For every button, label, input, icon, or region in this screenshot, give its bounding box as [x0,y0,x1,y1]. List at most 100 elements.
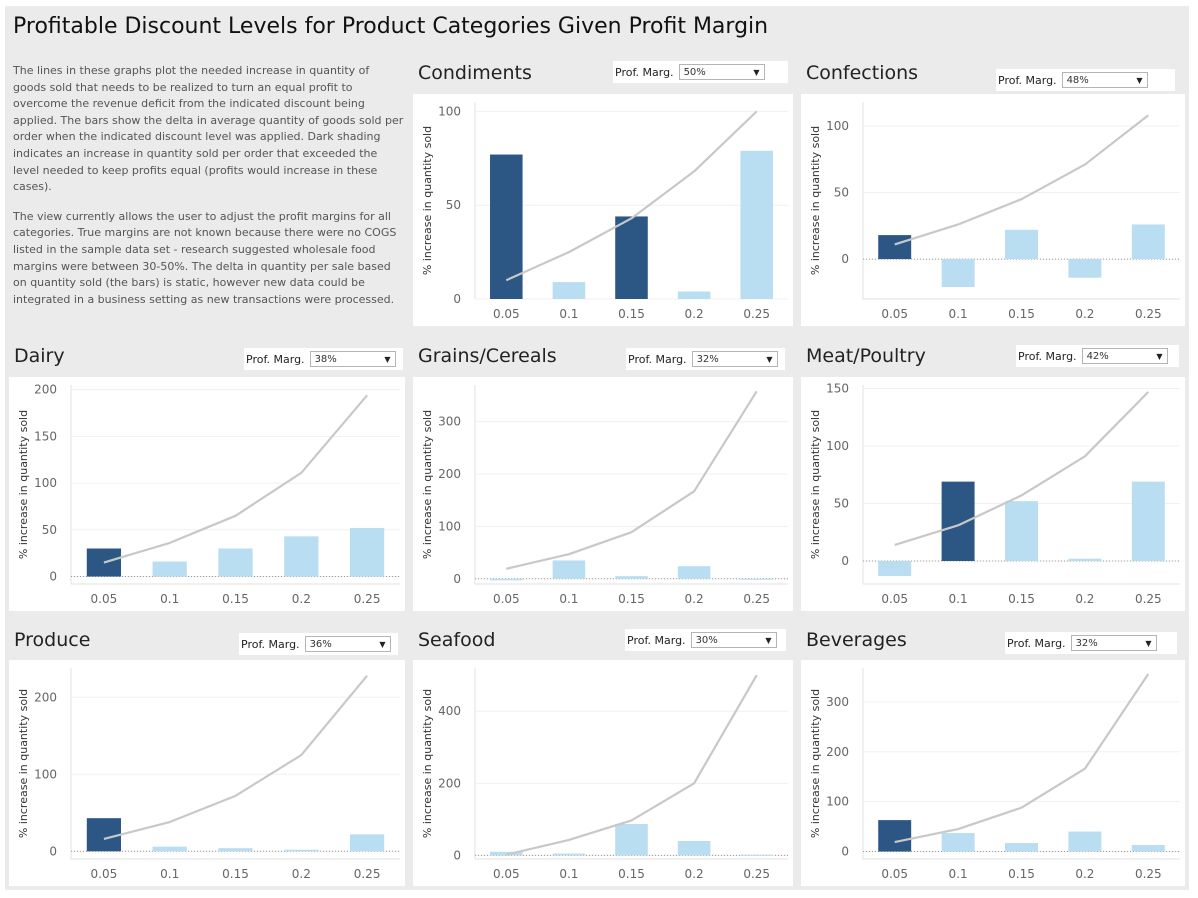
bar [349,527,385,577]
chart-beverages: 0 100 200 300 0.05 0.1 0.15 0.2 0.25 % increase i… [801,660,1185,886]
bar [1005,501,1038,561]
y-tick-label: 0 [841,845,849,859]
y-axis-title: % increase in quantity sold [17,689,30,838]
chevron-down-icon[interactable]: ▼ [766,354,773,364]
y-tick-label: 100 [826,439,849,453]
x-tick-label: 0.1 [949,867,968,881]
chevron-down-icon[interactable]: ▼ [765,635,772,645]
chart-svg-confections: 0 50 100 0.05 0.1 0.15 0.2 0.25 % increase in qu… [809,102,1180,321]
chart-title-beverages: Beverages [806,629,907,651]
chart-condiments: 0 50 100 0.05 0.1 0.15 0.2 0.25 % increase in qu… [413,94,793,326]
y-tick-label: 0 [453,848,461,862]
chevron-down-icon[interactable]: ▼ [379,639,386,649]
bar [1131,481,1165,561]
bar [552,853,586,856]
x-tick-label: 0.05 [881,867,908,881]
y-tick-label: 50 [42,523,57,537]
x-tick-label: 0.05 [881,592,908,606]
profit-margin-label: Prof. Marg. [246,352,305,366]
x-tick-label: 0.15 [1008,592,1035,606]
y-tick-label: 0 [49,844,57,858]
profit-margin-dropdown[interactable]: 48% ▼ [1061,72,1148,88]
y-tick-label: 0 [49,570,57,584]
y-tick-label: 300 [826,695,849,709]
bar [284,536,319,577]
profit-margin-value: 30% [695,634,718,646]
profit-margin-dropdown[interactable]: 36% ▼ [304,636,391,652]
profit-margin-label: Prof. Marg. [628,352,687,366]
bar [552,560,586,579]
y-tick-label: 50 [834,186,849,200]
bar [86,548,122,577]
y-tick-label: 0 [841,554,849,568]
bar [552,282,586,299]
bar [677,291,711,299]
profit-margin-value: 32% [1075,637,1098,649]
break-even-line [506,674,758,856]
chart-svg-condiments: 0 50 100 0.05 0.1 0.15 0.2 0.25 % increase in qu… [421,102,788,321]
description-paragraph: The lines in these graphs plot the neede… [13,64,404,194]
chevron-down-icon[interactable]: ▼ [1156,351,1163,361]
x-tick-label: 0.2 [685,307,704,321]
x-tick-label: 0.25 [743,867,770,881]
chart-title-seafood: Seafood [418,629,496,651]
bar [1131,845,1165,852]
x-tick-label: 0.25 [1135,592,1162,606]
profit-margin-dropdown[interactable]: 42% ▼ [1081,348,1168,364]
x-tick-label: 0.25 [1135,307,1162,321]
x-tick-label: 0.1 [949,307,968,321]
profit-margin-dropdown[interactable]: 32% ▼ [691,351,778,367]
x-tick-label: 0.25 [354,592,381,606]
x-tick-label: 0.1 [160,592,179,606]
chart-grains-cereals: 0 100 200 300 0.05 0.1 0.15 0.2 0.25 % increase i… [413,377,793,611]
y-tick-label: 100 [34,476,57,490]
x-tick-label: 0.25 [1135,867,1162,881]
profit-margin-label: Prof. Marg. [998,73,1057,87]
y-tick-label: 100 [826,795,849,809]
y-tick-label: 100 [438,519,461,533]
x-tick-label: 0.2 [1075,867,1094,881]
profit-margin-filter-dairy: Prof. Marg. 38% ▼ [244,348,403,370]
y-tick-label: 0 [453,572,461,586]
profit-margin-dropdown[interactable]: 50% ▼ [678,64,765,80]
bar [1068,259,1102,278]
x-tick-label: 0.25 [743,307,770,321]
chevron-down-icon[interactable]: ▼ [384,354,391,364]
chart-seafood: 0 200 400 0.05 0.1 0.15 0.2 0.25 % increase in q… [413,660,793,886]
profit-margin-filter-beverages: Prof. Marg. 32% ▼ [1005,632,1177,654]
bar [615,216,648,299]
break-even-line [103,394,368,564]
bar [615,824,648,856]
profit-margin-dropdown[interactable]: 32% ▼ [1070,635,1157,651]
x-tick-label: 0.2 [1075,307,1094,321]
bar [740,150,773,299]
bar [878,820,912,852]
chart-svg-meat-poultry: 0 50 100 150 0.05 0.1 0.15 0.2 0.25 % increase in… [809,381,1180,606]
chevron-down-icon[interactable]: ▼ [753,67,760,77]
profit-margin-dropdown[interactable]: 38% ▼ [309,351,396,367]
y-axis-title: % increase in quantity sold [809,126,822,275]
chevron-down-icon[interactable]: ▼ [1136,75,1143,85]
break-even-line [103,674,368,841]
chart-confections: 0 50 100 0.05 0.1 0.15 0.2 0.25 % increase in qu… [801,94,1185,326]
x-tick-label: 0.15 [1008,307,1035,321]
description: The lines in these graphs plot the neede… [13,63,405,321]
chart-dairy: 0 50 100 150 200 0.05 0.1 0.15 0.2 0.25 % increase… [9,377,405,611]
chart-svg-seafood: 0 200 400 0.05 0.1 0.15 0.2 0.25 % increase in q… [421,668,788,881]
profit-margin-label: Prof. Marg. [615,65,674,79]
bar [740,578,773,580]
bar [490,578,523,581]
description-paragraph: The view currently allows the user to ad… [13,209,397,306]
chevron-down-icon[interactable]: ▼ [1145,638,1152,648]
bar [941,833,975,852]
x-tick-label: 0.1 [160,867,179,881]
y-tick-label: 200 [438,776,461,790]
x-tick-label: 0.15 [222,592,249,606]
break-even-line [506,390,758,570]
profit-margin-value: 38% [314,353,337,365]
x-tick-label: 0.15 [618,592,645,606]
x-tick-label: 0.1 [559,592,578,606]
chart-title-meat-poultry: Meat/Poultry [806,345,926,367]
profit-margin-dropdown[interactable]: 30% ▼ [690,632,777,648]
y-tick-label: 200 [34,690,57,704]
